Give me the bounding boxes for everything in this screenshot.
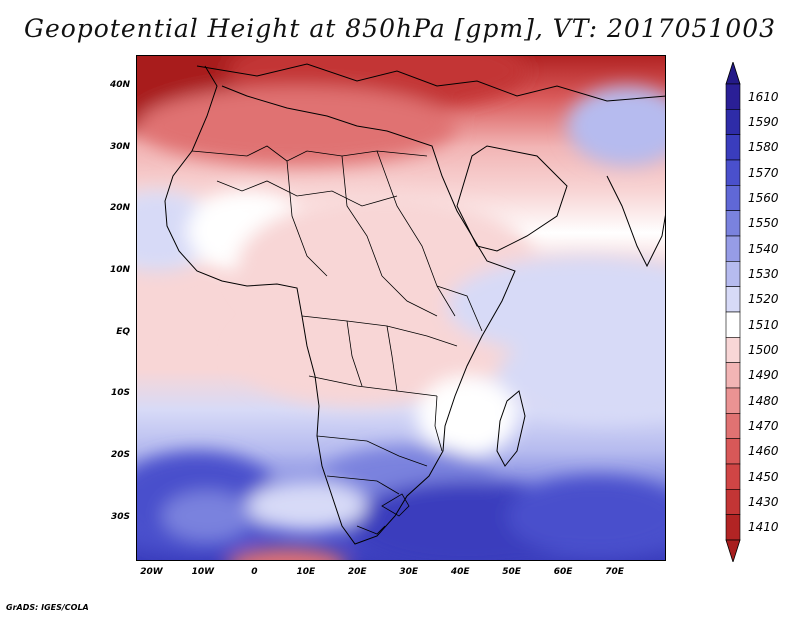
colorbar-swatch: [725, 83, 741, 110]
grads-credit: GrADS: IGES/COLA: [6, 603, 89, 612]
lon-tick-label: 60E: [553, 567, 573, 577]
colorbar-level-label: 1480: [748, 393, 779, 408]
colorbar-swatch: [725, 109, 741, 135]
colorbar: 1610 1590 1580 1570 1560 1550 1540 1530 1520 1510…: [722, 62, 800, 562]
country-borders: [191, 145, 483, 535]
lon-tick-label: 20W: [140, 567, 163, 577]
colorbar-swatch: [725, 210, 741, 237]
colorbar-level-label: 1570: [748, 165, 779, 180]
colorbar-swatch: [725, 463, 741, 490]
colorbar-swatch: [725, 134, 741, 161]
colorbar-swatch: [725, 489, 741, 515]
colorbar-level-label: 1590: [748, 115, 779, 129]
colorbar-swatch: [725, 311, 741, 338]
lon-tick-label: 70E: [605, 567, 624, 577]
lon-tick-label: 30E: [399, 567, 419, 577]
height-field-shading: [137, 56, 665, 560]
colorbar-swatch: [725, 337, 741, 363]
colorbar-level-label: 1460: [748, 444, 779, 459]
lat-tick-label: 20S: [110, 450, 130, 461]
colorbar-level-label: 1490: [748, 368, 779, 383]
india-coast: [606, 175, 665, 268]
lon-tick-label: 40E: [450, 567, 470, 577]
lat-tick-label: 30S: [110, 511, 130, 522]
colorbar-swatch: [725, 185, 741, 211]
colorbar-level-label: 1530: [748, 267, 779, 281]
lat-tick-label: 30N: [109, 141, 130, 152]
colorbar-swatch: [725, 413, 741, 439]
lon-tick-label: 10W: [191, 567, 215, 577]
arabian-peninsula: [456, 145, 568, 252]
colorbar-swatch: [725, 286, 741, 313]
lat-tick-label: 40N: [109, 79, 130, 90]
colorbar-level-label: 1470: [748, 419, 779, 433]
lon-tick-label: 50E: [502, 567, 521, 577]
colorbar-swatch: [725, 159, 741, 186]
lat-tick-label: 10S: [110, 388, 130, 399]
colorbar-swatch: [725, 438, 741, 465]
colorbar-swatch: [725, 235, 741, 262]
colorbar-level-label: 1430: [748, 495, 779, 509]
map-panel: [136, 55, 666, 561]
lat-tick-label: EQ: [116, 326, 130, 337]
lat-tick-label: 10N: [109, 264, 130, 275]
colorbar-level-label: 1580: [748, 140, 779, 155]
colorbar-swatch: [725, 362, 741, 389]
coastlines: [164, 63, 665, 545]
madagascar: [496, 390, 526, 467]
africa-coastline: [164, 65, 516, 545]
colorbar-swatch: [725, 387, 741, 414]
colorbar-max-arrow: [725, 62, 741, 85]
lon-tick-label: 20E: [347, 567, 367, 577]
chart-title: Geopotential Height at 850hPa [gpm], VT:…: [23, 14, 777, 43]
colorbar-level-label: 1450: [748, 469, 779, 484]
colorbar-level-label: 1500: [748, 343, 779, 357]
lon-tick-label: 0: [251, 567, 258, 577]
colorbar-level-label: 1510: [748, 317, 779, 332]
lon-tick-label: 10E: [296, 567, 316, 577]
colorbar-level-label: 1540: [748, 241, 779, 256]
colorbar-level-label: 1410: [748, 520, 779, 535]
mediterranean-north: [196, 63, 665, 102]
lat-tick-label: 20N: [109, 203, 130, 214]
colorbar-level-label: 1560: [748, 191, 779, 205]
colorbar-level-label: 1610: [748, 89, 779, 104]
colorbar-min-arrow: [725, 539, 741, 562]
colorbar-swatch: [725, 261, 741, 287]
colorbar-swatch: [725, 514, 741, 541]
colorbar-level-label: 1550: [748, 216, 779, 231]
colorbar-level-label: 1520: [748, 292, 779, 307]
